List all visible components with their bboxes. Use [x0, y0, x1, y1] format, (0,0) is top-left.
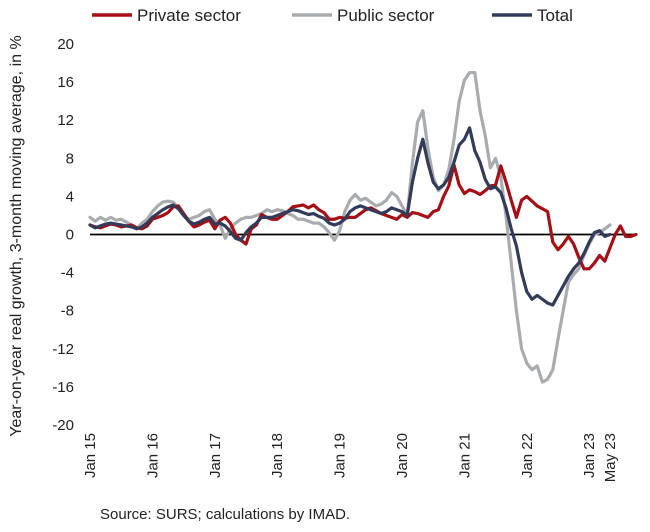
source-note: Source: SURS; calculations by IMAD. — [100, 506, 351, 523]
x-tick-label: Jan 21 — [456, 433, 473, 478]
x-axis-ticks: Jan 15 Jan 16 Jan 17 Jan 18 Jan 19 Jan 20 Jan … — [82, 433, 619, 482]
legend-label-public-sector: Public sector — [337, 6, 435, 25]
y-tick-label: 20 — [57, 36, 74, 53]
x-tick-label: Jan 20 — [394, 433, 411, 478]
y-tick-label: -8 — [61, 303, 74, 320]
series-lines — [88, 70, 638, 384]
y-axis-title: Year-on-year real growth, 3-month moving… — [8, 35, 25, 436]
x-tick-label: May 23 — [602, 433, 619, 482]
x-tick-label: Jan 17 — [207, 433, 224, 478]
y-tick-label: 8 — [66, 150, 74, 167]
y-tick-label: 4 — [66, 188, 74, 205]
x-tick-label: Jan 16 — [144, 433, 161, 478]
y-tick-label: 0 — [66, 227, 74, 244]
chart-legend: Private sector Public sector Total — [92, 6, 573, 25]
y-tick-label: -16 — [52, 379, 74, 396]
y-axis-ticks: 20 16 12 8 4 0 -4 -8 -12 -16 -20 — [52, 36, 74, 434]
series-line-private-sector — [88, 163, 638, 271]
legend-label-private-sector: Private sector — [137, 6, 241, 25]
y-tick-label: -12 — [52, 341, 74, 358]
y-tick-label: 12 — [57, 112, 74, 129]
series-line-public-sector — [88, 70, 612, 384]
series-line-total — [88, 126, 612, 307]
x-tick-label: Jan 18 — [269, 433, 286, 478]
legend-label-total: Total — [537, 6, 573, 25]
x-tick-label: Jan 19 — [332, 433, 349, 478]
x-tick-label: Jan 22 — [519, 433, 536, 478]
y-tick-label: 16 — [57, 74, 74, 91]
x-tick-label: Jan 15 — [82, 433, 99, 478]
y-tick-label: -4 — [61, 265, 74, 282]
x-tick-label: Jan 23 — [581, 433, 598, 478]
y-tick-label: -20 — [52, 417, 74, 434]
